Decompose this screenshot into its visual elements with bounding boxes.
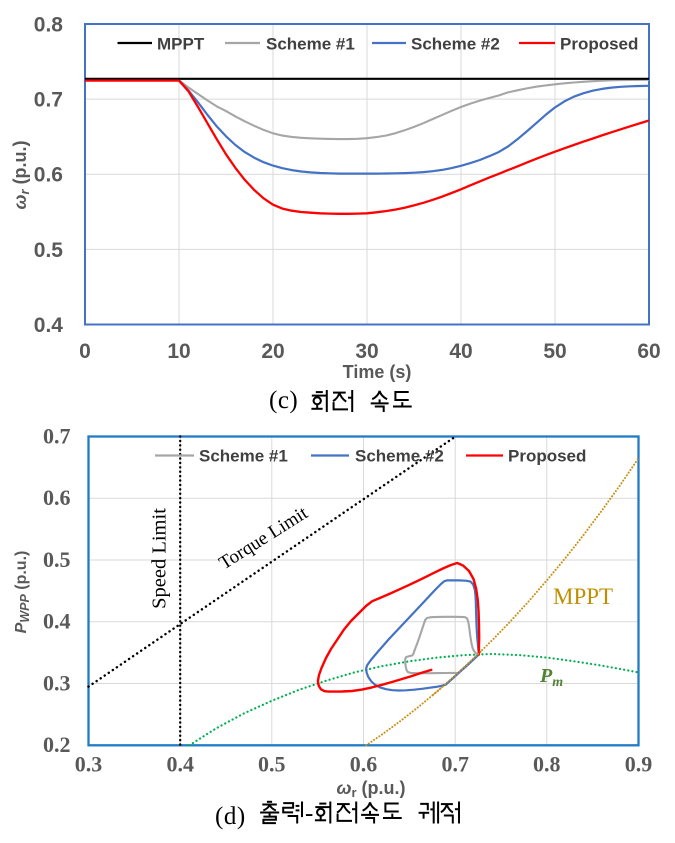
svg-text:0.7: 0.7 xyxy=(441,752,469,777)
svg-text:MPPT: MPPT xyxy=(553,584,613,609)
svg-text:0.8: 0.8 xyxy=(533,752,561,777)
svg-text:0.6: 0.6 xyxy=(34,164,63,187)
svg-text:10: 10 xyxy=(167,340,190,363)
svg-text:Scheme #1: Scheme #1 xyxy=(199,447,288,466)
svg-text:0.6: 0.6 xyxy=(350,752,378,777)
svg-text:-: - xyxy=(305,800,313,827)
svg-text:Scheme #2: Scheme #2 xyxy=(355,447,444,466)
svg-text:Time (s): Time (s) xyxy=(343,362,412,382)
svg-text:0.7: 0.7 xyxy=(43,423,71,448)
svg-text:0.5: 0.5 xyxy=(43,547,71,572)
svg-text:0.8: 0.8 xyxy=(34,13,64,36)
svg-text:(c): (c) xyxy=(269,387,298,414)
svg-text:0.3: 0.3 xyxy=(43,670,71,695)
svg-text:60: 60 xyxy=(637,340,660,363)
svg-text:0.2: 0.2 xyxy=(43,732,71,757)
svg-text:0.4: 0.4 xyxy=(34,314,64,337)
svg-text:Scheme #2: Scheme #2 xyxy=(411,35,500,54)
svg-text:MPPT: MPPT xyxy=(157,35,205,54)
svg-text:PWPP (p.u.): PWPP (p.u.) xyxy=(13,551,32,634)
svg-text:20: 20 xyxy=(261,340,284,363)
svg-text:0.9: 0.9 xyxy=(625,752,653,777)
svg-text:Proposed: Proposed xyxy=(560,35,638,54)
svg-text:0.4: 0.4 xyxy=(166,752,194,777)
svg-text:ωr (p.u.): ωr (p.u.) xyxy=(10,140,32,209)
svg-text:0.4: 0.4 xyxy=(43,609,71,634)
svg-text:50: 50 xyxy=(543,340,566,363)
svg-text:Proposed: Proposed xyxy=(508,447,586,466)
svg-text:40: 40 xyxy=(449,340,472,363)
svg-text:ωr (p.u.): ωr (p.u.) xyxy=(336,778,405,800)
svg-text:0.5: 0.5 xyxy=(258,752,286,777)
svg-text:0: 0 xyxy=(79,340,91,363)
svg-text:0.6: 0.6 xyxy=(43,485,71,510)
svg-text:Scheme #1: Scheme #1 xyxy=(266,35,355,54)
svg-text:Speed Limit: Speed Limit xyxy=(149,508,171,609)
svg-text:0.3: 0.3 xyxy=(75,752,103,777)
svg-text:0.7: 0.7 xyxy=(34,89,63,112)
svg-text:30: 30 xyxy=(355,340,378,363)
svg-text:(d): (d) xyxy=(215,803,246,830)
svg-text:0.5: 0.5 xyxy=(34,239,64,262)
